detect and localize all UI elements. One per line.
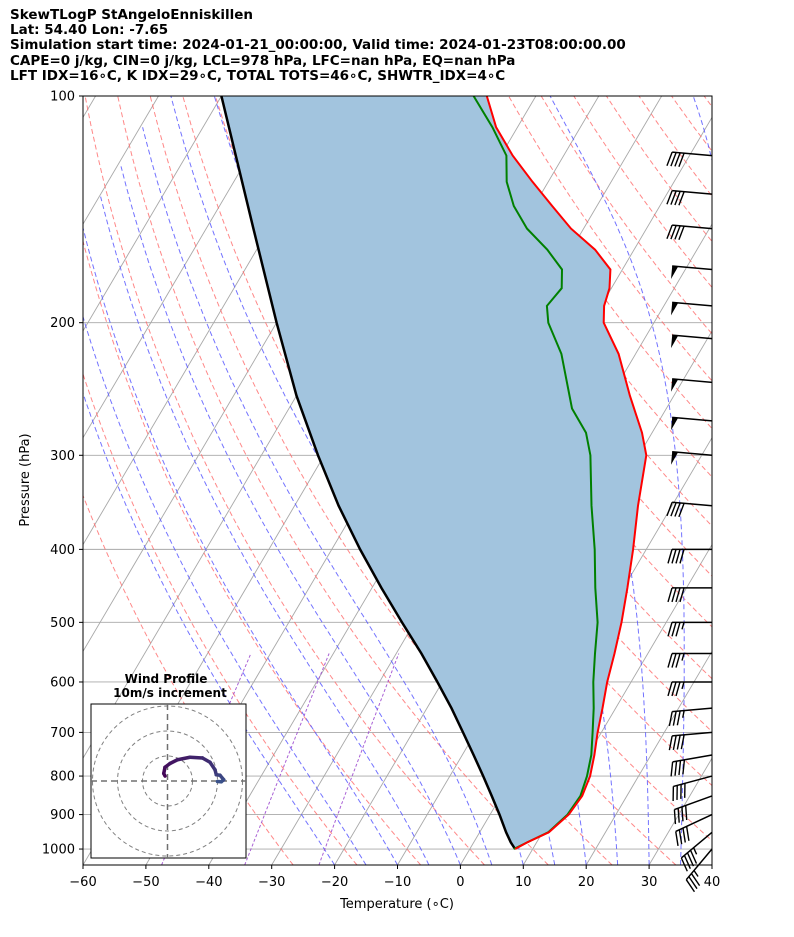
y-tick-label: 200 <box>50 316 75 331</box>
x-tick-label: −20 <box>321 875 348 890</box>
isotherm-line <box>711 864 712 865</box>
wind-barb <box>666 151 713 168</box>
moist-adiabat-line <box>142 127 493 865</box>
wind-barb <box>670 754 713 777</box>
x-axis-label: Temperature (∘C) <box>339 897 454 912</box>
dry-adiabat-line <box>475 96 712 430</box>
wind-barb <box>671 265 713 279</box>
dry-adiabat-line <box>83 372 358 865</box>
hodograph-inset <box>90 703 247 859</box>
x-tick-label: −60 <box>69 875 96 890</box>
isotherm-line <box>585 650 712 865</box>
wind-barb <box>671 378 713 392</box>
hodograph-title: Wind Profile <box>125 672 208 686</box>
x-tick-label: 40 <box>704 875 721 890</box>
wind-barb <box>667 652 712 668</box>
wind-barb <box>667 621 712 637</box>
wind-barb <box>668 707 713 727</box>
chart-title: SkewTLogP StAngeloEnniskillen <box>10 7 253 23</box>
wind-barb <box>671 416 713 431</box>
dry-adiabat-line <box>443 96 712 478</box>
y-axis-label: Pressure (hPa) <box>18 433 33 526</box>
moist-adiabat-line <box>100 196 430 865</box>
temperature-profile <box>485 96 648 850</box>
dry-adiabat-line <box>638 96 712 197</box>
y-tick-label: 800 <box>50 770 75 785</box>
dry-adiabat-line <box>703 96 712 108</box>
wind-barb <box>667 587 712 603</box>
y-tick-label: 700 <box>50 726 75 741</box>
x-axis: −60 −50 −40 −30 −20 −10 0 10 20 30 40 <box>69 865 720 890</box>
y-tick-label: 900 <box>50 808 75 823</box>
wind-barb <box>666 224 713 241</box>
y-axis: 1000 900 800 700 600 500 400 300 200 100 <box>42 90 83 858</box>
dry-adiabat-line <box>737 96 794 865</box>
convective-indices-line: CAPE=0 j/kg, CIN=0 j/kg, LCL=978 hPa, LF… <box>10 52 516 69</box>
wind-barb <box>685 848 713 893</box>
isotherm-line <box>648 757 712 865</box>
wind-barb <box>675 813 713 846</box>
moist-adiabat-line <box>170 96 524 865</box>
wind-barb <box>671 334 713 349</box>
wind-barb <box>672 775 713 801</box>
y-tick-label: 1000 <box>42 843 75 858</box>
y-tick-label: 100 <box>50 90 75 105</box>
dewpoint-profile <box>472 96 599 850</box>
moist-adiabat-line <box>120 166 461 865</box>
mixing-ratio-line <box>244 653 330 865</box>
x-tick-label: 30 <box>641 875 658 890</box>
chart-header: SkewTLogP StAngeloEnniskillen Lat: 54.40… <box>10 7 626 84</box>
x-tick-label: −10 <box>384 875 411 890</box>
dry-adiabat-line <box>83 494 294 865</box>
dry-adiabat-line <box>84 96 485 865</box>
isotherm-line <box>83 96 96 119</box>
wind-barb <box>671 451 713 465</box>
y-tick-label: 400 <box>50 543 75 558</box>
y-tick-label: 600 <box>50 675 75 690</box>
wind-barb <box>667 681 712 697</box>
cin-shading <box>221 96 647 849</box>
wind-barbs <box>666 151 713 893</box>
mixing-ratio-line <box>318 653 400 865</box>
x-tick-label: 20 <box>578 875 595 890</box>
x-tick-label: −30 <box>258 875 285 890</box>
hodograph-subtitle: 10m/s increment <box>113 686 227 700</box>
hodograph-segment <box>175 755 192 762</box>
wind-barb <box>666 501 713 518</box>
x-tick-label: −50 <box>132 875 159 890</box>
moist-adiabat-line <box>83 228 398 865</box>
wind-barb <box>671 301 713 316</box>
parcel-profile <box>220 96 517 850</box>
moist-adiabat-line <box>83 391 336 865</box>
moist-adiabat-line <box>692 96 712 865</box>
isotherm-line <box>522 543 712 865</box>
profiles <box>220 96 648 850</box>
wind-barb <box>680 831 713 872</box>
x-tick-label: 10 <box>515 875 532 890</box>
y-tick-label: 300 <box>50 449 75 464</box>
x-tick-label: −40 <box>195 875 222 890</box>
y-tick-label: 500 <box>50 616 75 631</box>
moist-adiabat-line <box>83 315 367 865</box>
wind-barb <box>667 548 712 564</box>
isotherm-line <box>83 96 285 439</box>
wind-barb <box>668 731 713 751</box>
wind-barb <box>673 795 713 825</box>
time-line: Simulation start time: 2024-01-21_00:00:… <box>10 37 626 54</box>
dry-adiabat-line <box>671 96 712 152</box>
hodograph-segment <box>188 755 205 760</box>
moist-adiabat-line <box>549 96 685 865</box>
stability-indices-line: LFT IDX=16∘C, K IDX=29∘C, TOTAL TOTS=46∘… <box>10 67 506 84</box>
isotherm-line <box>83 96 222 332</box>
wind-barb <box>666 189 713 206</box>
moist-adiabat-line <box>744 96 794 865</box>
location-line: Lat: 54.40 Lon: -7.65 <box>10 22 169 39</box>
x-tick-label: 0 <box>456 875 464 890</box>
